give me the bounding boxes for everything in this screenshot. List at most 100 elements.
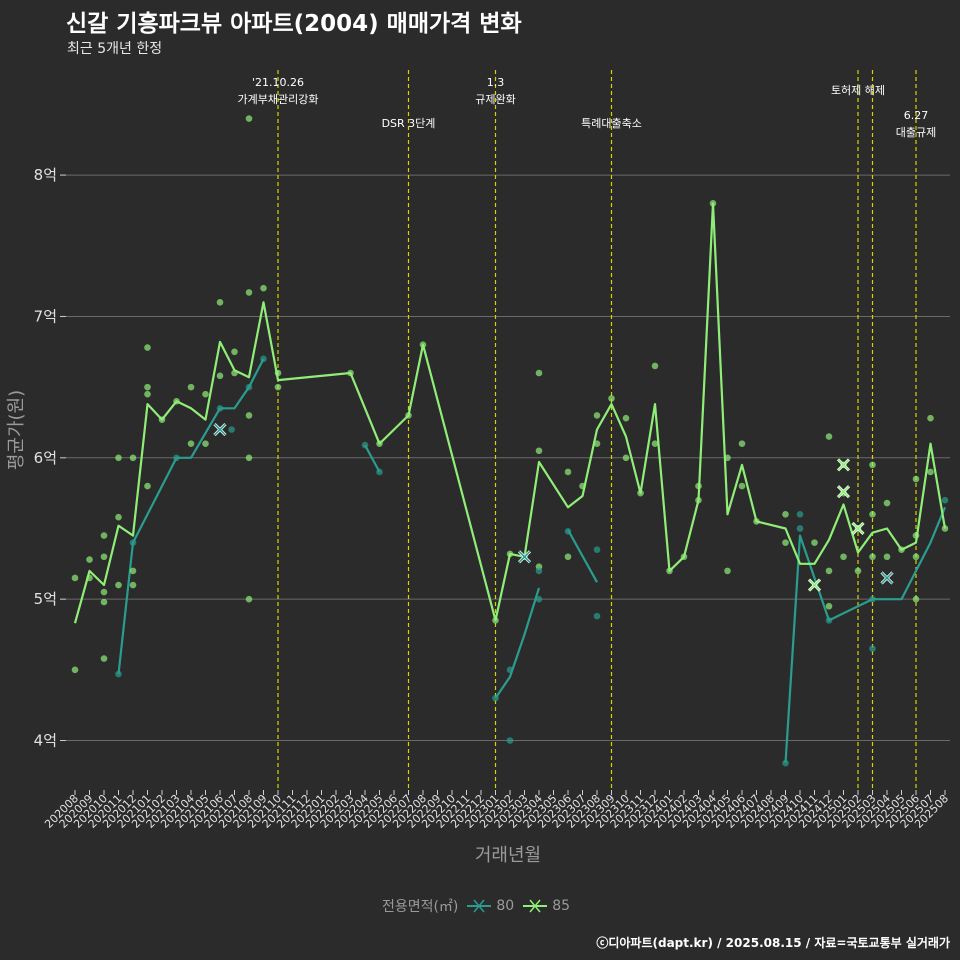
data-point [216, 372, 224, 380]
series-line-80 [494, 587, 541, 699]
data-point [129, 567, 137, 575]
series-line-80 [784, 506, 947, 764]
data-point [869, 461, 876, 469]
event-label: DSR 3단계 [382, 117, 436, 130]
data-point [173, 454, 180, 462]
data-point [115, 670, 122, 678]
data-point [724, 454, 731, 462]
data-point [245, 595, 253, 603]
event-label: 토허제 해제 [831, 83, 885, 97]
event-label: 규제완화 [475, 93, 515, 106]
data-point [202, 440, 209, 447]
data-point [593, 440, 601, 447]
x-marker [880, 571, 894, 585]
data-point [187, 440, 195, 447]
data-point [86, 574, 93, 582]
data-point [216, 405, 224, 412]
event-label: 6.27 [904, 109, 929, 122]
legend-swatch-80 [467, 899, 492, 913]
chart-subtitle: 최근 5개년 한정 [67, 41, 163, 57]
data-point [228, 426, 235, 433]
data-point [535, 567, 543, 575]
y-tick-label: 7억 [34, 307, 57, 325]
event-label: 가계부채관리강화 [238, 93, 319, 106]
x-marker [837, 485, 850, 498]
data-point [651, 440, 659, 447]
data-point [840, 553, 847, 561]
data-points [71, 115, 949, 767]
x-axis-title: 거래년월 [475, 845, 541, 866]
data-point [680, 553, 688, 561]
data-point [419, 341, 427, 349]
data-point [579, 482, 586, 490]
data-point [187, 383, 195, 391]
y-axis-title: 평균가(원) [6, 390, 27, 470]
data-point [825, 567, 833, 575]
data-point [245, 383, 253, 391]
data-point [260, 355, 267, 363]
data-point [869, 595, 876, 603]
data-point [202, 390, 209, 398]
data-point [796, 511, 804, 518]
data-point [825, 602, 833, 610]
data-point [144, 383, 151, 391]
series-line-85 [73, 202, 947, 624]
data-point [100, 598, 108, 606]
data-point [376, 468, 383, 476]
data-point [912, 532, 920, 539]
data-point [912, 553, 920, 561]
data-point [651, 362, 659, 370]
data-point [854, 567, 862, 575]
data-point [927, 414, 934, 422]
legend-item-80: 80 [466, 898, 514, 914]
data-point [912, 475, 920, 483]
data-point [883, 553, 891, 561]
data-point [782, 511, 789, 518]
data-point [361, 441, 369, 449]
axes: 4억5억6억7억8억202008202009202010202011202012… [6, 166, 951, 866]
data-point [405, 412, 412, 419]
event-label: 특례대출축소 [581, 117, 642, 130]
data-point [86, 556, 93, 563]
data-point [898, 546, 905, 553]
data-point [637, 489, 644, 497]
data-point [695, 482, 702, 490]
data-point [100, 655, 108, 662]
data-point [782, 539, 789, 546]
x-marker [851, 522, 865, 535]
data-point [535, 369, 543, 377]
data-point [245, 412, 253, 419]
data-point [869, 511, 876, 518]
data-point [506, 666, 514, 674]
data-point [115, 581, 122, 589]
data-point [535, 447, 543, 455]
series-line-80 [567, 529, 598, 583]
data-point [564, 468, 572, 476]
data-point [144, 390, 151, 398]
data-point [666, 567, 673, 575]
data-point [376, 440, 383, 447]
chart-title: 신갈 기흥파크뷰 아파트(2004) 매매가격 변화 [66, 11, 522, 37]
series-line-80 [117, 358, 265, 675]
data-point [941, 496, 949, 504]
data-point [738, 440, 746, 447]
data-point [927, 468, 934, 476]
data-point [231, 369, 238, 377]
data-point [709, 200, 717, 207]
data-point [535, 595, 543, 603]
legend-item-85: 85 [522, 898, 570, 914]
data-point [941, 525, 949, 532]
data-point [883, 499, 891, 507]
data-point [753, 518, 760, 525]
data-point [811, 539, 818, 546]
data-point [564, 528, 572, 535]
data-point [564, 553, 572, 561]
y-tick-label: 5억 [34, 590, 57, 608]
series-line-80 [364, 444, 381, 473]
data-point [231, 348, 238, 356]
event-label: 1.3 [487, 76, 505, 89]
data-point [347, 369, 354, 377]
data-point [622, 454, 630, 462]
